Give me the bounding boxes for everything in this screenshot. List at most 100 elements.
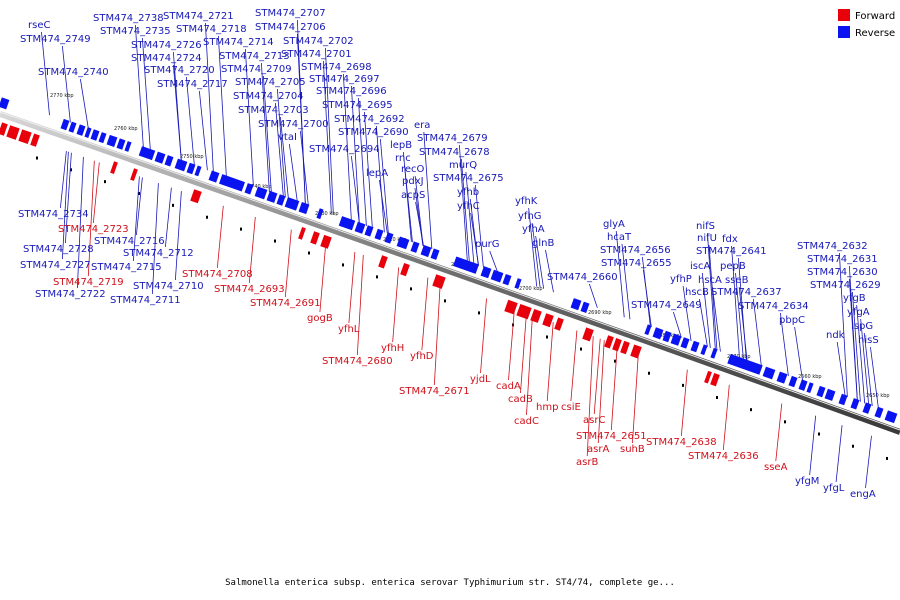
- gene-label: STM474_2716: [94, 236, 165, 247]
- gene-label: hscB: [685, 287, 709, 298]
- reverse-gene-block: [680, 337, 690, 349]
- gene-label: glyA: [603, 219, 625, 230]
- reverse-gene-block: [420, 244, 432, 258]
- tick-mark: [376, 275, 378, 279]
- gene-label: STM474_2724: [131, 53, 202, 64]
- reverse-gene-block: [124, 141, 132, 152]
- gene-label: STM474_2702: [283, 36, 354, 47]
- leader-line: [164, 187, 172, 248]
- gene-label: STM474_2698: [301, 62, 372, 73]
- forward-gene-block: [554, 317, 564, 331]
- leader-line: [838, 252, 848, 398]
- gene-label: murQ: [449, 160, 477, 171]
- gene-label: rnc: [395, 153, 411, 164]
- leader-line: [642, 269, 652, 328]
- reverse-gene-block: [116, 138, 126, 150]
- gene-label: lepB: [390, 140, 412, 151]
- leader-line: [79, 78, 89, 129]
- leader-line: [61, 45, 71, 123]
- forward-gene-block: [504, 299, 518, 315]
- forward-gene-block: [130, 168, 138, 181]
- reverse-gene-block: [570, 298, 582, 311]
- legend: Forward Reverse: [838, 9, 895, 39]
- reverse-gene-block: [514, 278, 522, 289]
- reverse-gene-block: [480, 266, 492, 279]
- gene-label: STM474_2723: [58, 224, 129, 235]
- leader-line: [151, 183, 159, 295]
- reverse-gene-block: [266, 190, 278, 203]
- gene-label: sseA: [764, 462, 788, 473]
- leader-line: [421, 277, 429, 351]
- gene-label: STM474_2671: [399, 386, 470, 397]
- forward-gene-labels: STM474_2723 STM474_2719 STM474_2708 STM4…: [53, 224, 788, 473]
- leader-line: [350, 155, 360, 224]
- gene-label: STM474_2636: [688, 451, 759, 462]
- gene-label: STM474_2675: [433, 173, 504, 184]
- tick-mark: [70, 168, 72, 172]
- genome-backbone: [0, 111, 900, 435]
- leader-line: [465, 171, 475, 264]
- gene-label: cadA: [496, 381, 521, 392]
- leader-line: [279, 116, 289, 199]
- tick-mark: [36, 156, 38, 160]
- leader-line: [458, 144, 468, 262]
- leader-line: [708, 244, 718, 351]
- forward-gene-block: [542, 313, 554, 328]
- tick-label: 2650 kbp: [866, 393, 890, 399]
- leader-line: [632, 352, 639, 444]
- gene-label: lepA: [366, 168, 388, 179]
- reverse-gene-block: [862, 402, 872, 414]
- leader-line: [198, 90, 208, 171]
- leader-line: [489, 250, 499, 273]
- leader-line: [480, 298, 487, 374]
- leader-line: [134, 24, 144, 148]
- gene-label: STM474_2714: [203, 37, 274, 48]
- leader-line: [775, 403, 783, 462]
- leader-line: [319, 241, 327, 313]
- gene-label: STM474_2634: [738, 301, 809, 312]
- leader-line: [848, 278, 858, 401]
- leader-line: [870, 346, 879, 409]
- gene-label: STM474_2692: [334, 114, 405, 125]
- tick-mark: [206, 215, 208, 219]
- forward-gene-block: [378, 255, 388, 269]
- gene-label: hisS: [858, 335, 879, 346]
- reverse-gene-block: [174, 158, 188, 172]
- legend-reverse-swatch: [838, 26, 850, 38]
- tick-label: 2750 kbp: [180, 154, 204, 160]
- reverse-gene-block: [710, 347, 718, 359]
- reverse-gene-block: [874, 406, 884, 419]
- gene-label: nifU: [697, 233, 717, 244]
- leader-line: [378, 179, 388, 234]
- tick-mark: [682, 383, 684, 387]
- tick-mark: [274, 239, 276, 243]
- legend-reverse-label: Reverse: [855, 28, 895, 39]
- leader-line: [535, 235, 545, 289]
- reverse-gene-block: [219, 174, 245, 192]
- backbone-highlight: [0, 111, 900, 431]
- gene-label: STM474_2693: [214, 284, 285, 295]
- reverse-gene-block: [194, 165, 202, 177]
- gene-label: STM474_2641: [696, 246, 767, 257]
- gene-label: STM474_2632: [797, 241, 868, 252]
- reverse-gene-block: [244, 183, 254, 195]
- tick-mark: [580, 347, 582, 351]
- leader-line: [809, 415, 817, 476]
- gene-label: fdx: [722, 234, 738, 245]
- gene-label: asrB: [576, 457, 598, 468]
- gene-label: rseC: [28, 20, 50, 31]
- reverse-gene-block: [502, 273, 512, 286]
- leader-line: [545, 249, 554, 293]
- gene-label: STM474_2703: [238, 105, 309, 116]
- tick-mark: [818, 432, 820, 436]
- gene-label: STM474_2712: [123, 248, 194, 259]
- leader-line: [404, 164, 413, 243]
- gene-label: recO: [401, 164, 425, 175]
- gene-label: iscA: [690, 261, 710, 272]
- reverse-gene-block: [164, 155, 174, 167]
- gene-label: STM474_2651: [576, 431, 647, 442]
- reverse-gene-block: [670, 333, 682, 346]
- gene-label: yfhL: [338, 324, 360, 335]
- gene-label: STM474_2690: [338, 127, 409, 138]
- leader-line: [672, 311, 682, 338]
